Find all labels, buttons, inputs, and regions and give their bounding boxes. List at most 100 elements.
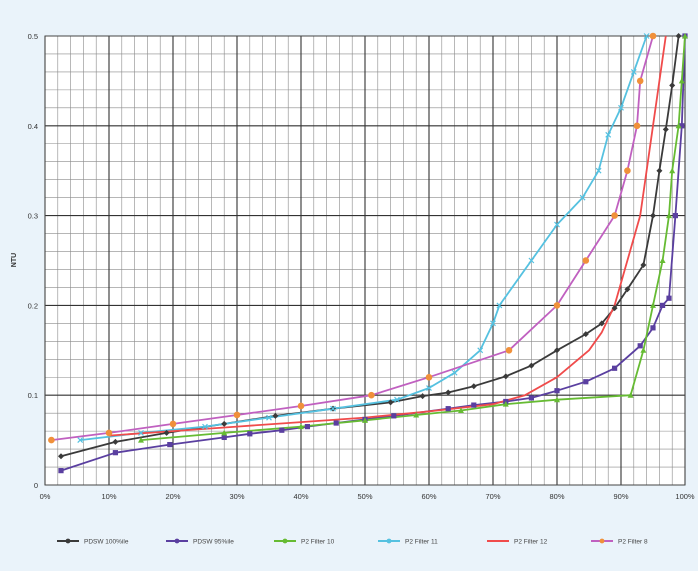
legend-label: PDSW 95%ile	[193, 539, 234, 546]
data-point	[675, 122, 682, 129]
data-point	[554, 396, 560, 403]
x-tick-label: 70%	[485, 492, 500, 501]
data-point	[233, 411, 241, 419]
data-point	[169, 420, 177, 428]
data-point	[528, 395, 534, 401]
legend-label: P2 Filter 10	[301, 539, 335, 546]
data-point	[221, 434, 227, 441]
series-line-4	[108, 35, 667, 437]
data-point	[394, 396, 400, 403]
legend: PDSW 100%ile PDSW 95%ile P2 Filter 10 P2 Fi…	[57, 539, 648, 546]
data-point	[362, 417, 368, 423]
data-point	[554, 347, 560, 354]
data-point	[163, 429, 170, 436]
data-point	[391, 413, 397, 419]
data-point	[582, 331, 589, 338]
data-point	[202, 423, 208, 430]
data-point	[633, 122, 641, 130]
data-point	[221, 420, 228, 427]
data-point	[279, 427, 285, 433]
legend-label: PDSW 100%ile	[84, 539, 129, 546]
data-point	[595, 167, 602, 174]
legend-marker	[599, 538, 605, 544]
data-point	[553, 302, 561, 309]
data-point	[675, 33, 682, 39]
data-point	[640, 347, 647, 353]
data-point	[582, 257, 590, 264]
legend-marker	[65, 538, 71, 544]
data-point	[496, 302, 503, 309]
legend-label: P2 Filter 8	[618, 539, 648, 546]
x-tick-label: 30%	[229, 492, 244, 501]
data-point	[579, 194, 586, 201]
data-point	[662, 126, 669, 133]
y-tick-label: 0.1	[28, 391, 38, 400]
data-point	[678, 77, 685, 84]
data-point	[672, 213, 678, 219]
data-point	[112, 438, 119, 445]
x-tick-label: 20%	[165, 492, 180, 501]
data-point	[528, 257, 535, 264]
data-point	[247, 431, 253, 437]
data-point	[138, 437, 144, 443]
data-point	[458, 407, 464, 413]
data-point	[330, 405, 336, 412]
data-point	[425, 373, 433, 381]
data-point	[682, 33, 688, 39]
data-point	[297, 402, 305, 410]
data-point	[298, 423, 304, 430]
data-point	[666, 212, 672, 219]
data-point	[660, 302, 666, 308]
data-point	[640, 261, 647, 268]
data-point	[77, 437, 84, 444]
y-tick-label: 0.4	[28, 122, 38, 131]
data-point	[112, 450, 118, 456]
data-point	[669, 167, 676, 174]
data-point	[502, 373, 509, 380]
legend-label: P2 Filter 12	[514, 539, 548, 546]
data-point	[502, 401, 509, 407]
data-point	[419, 393, 426, 400]
data-point	[528, 362, 535, 369]
data-point	[58, 453, 64, 460]
legend-marker	[386, 538, 392, 544]
data-point	[445, 389, 452, 396]
data-point	[477, 347, 484, 354]
data-point	[451, 369, 458, 376]
legend-marker	[282, 538, 288, 544]
x-axis-ticks: 0% 10% 20% 30% 40% 50% 60% 70% 80% 90% 100%	[40, 492, 695, 501]
data-point	[368, 391, 375, 399]
data-point	[636, 77, 644, 85]
x-tick-label: 90%	[613, 492, 628, 501]
data-point	[221, 429, 228, 436]
data-point	[304, 424, 310, 430]
data-point	[138, 429, 144, 436]
y-axis-ticks: 0 0.1 0.2 0.3 0.4 0.5	[28, 32, 38, 490]
data-point	[445, 406, 451, 412]
data-point	[583, 379, 589, 385]
data-point	[272, 412, 279, 419]
data-point	[266, 414, 272, 421]
data-point	[167, 441, 173, 448]
data-point	[413, 411, 420, 418]
x-tick-label: 60%	[421, 492, 436, 501]
data-point	[105, 429, 113, 437]
data-point	[666, 295, 672, 301]
data-point	[650, 212, 656, 219]
y-tick-label: 0.3	[28, 212, 38, 221]
data-point	[387, 399, 394, 406]
data-point	[618, 104, 624, 111]
data-point	[554, 221, 560, 228]
data-point	[490, 320, 496, 327]
x-tick-label: 10%	[101, 492, 116, 501]
data-point	[643, 33, 650, 39]
y-tick-label: 0	[34, 481, 38, 490]
data-point	[624, 286, 631, 293]
data-point	[598, 320, 605, 327]
x-tick-label: 40%	[293, 492, 308, 501]
data-point	[656, 167, 663, 174]
data-point	[650, 325, 656, 331]
data-point	[611, 305, 618, 312]
data-point	[659, 257, 666, 263]
y-axis-label: NTU	[11, 253, 18, 267]
